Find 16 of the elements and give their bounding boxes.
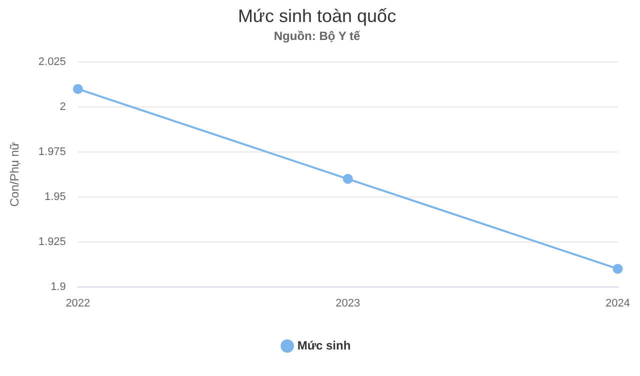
x-tick-label: 2022 (66, 297, 90, 310)
y-tick-label: 2.025 (38, 56, 66, 68)
y-tick-label: 1.9 (50, 280, 66, 293)
y-tick-label: 1.95 (44, 190, 66, 203)
y-tick-label: 1.975 (38, 146, 66, 158)
chart-subtitle: Nguồn: Bộ Y tế (274, 29, 360, 44)
y-tick-label: 2 (60, 100, 66, 113)
point (612, 264, 623, 274)
point (342, 174, 353, 184)
chart-title: Mức sinh toàn quốc (238, 6, 396, 26)
legend-label: Mức sinh (297, 338, 351, 352)
x-tick-label: 2023 (336, 297, 360, 310)
y-tick-label: 1.925 (38, 236, 66, 248)
x-tick-label: 2024 (606, 297, 630, 310)
y-axis-title: Con/Phụ nữ (8, 142, 22, 207)
point (72, 84, 83, 94)
